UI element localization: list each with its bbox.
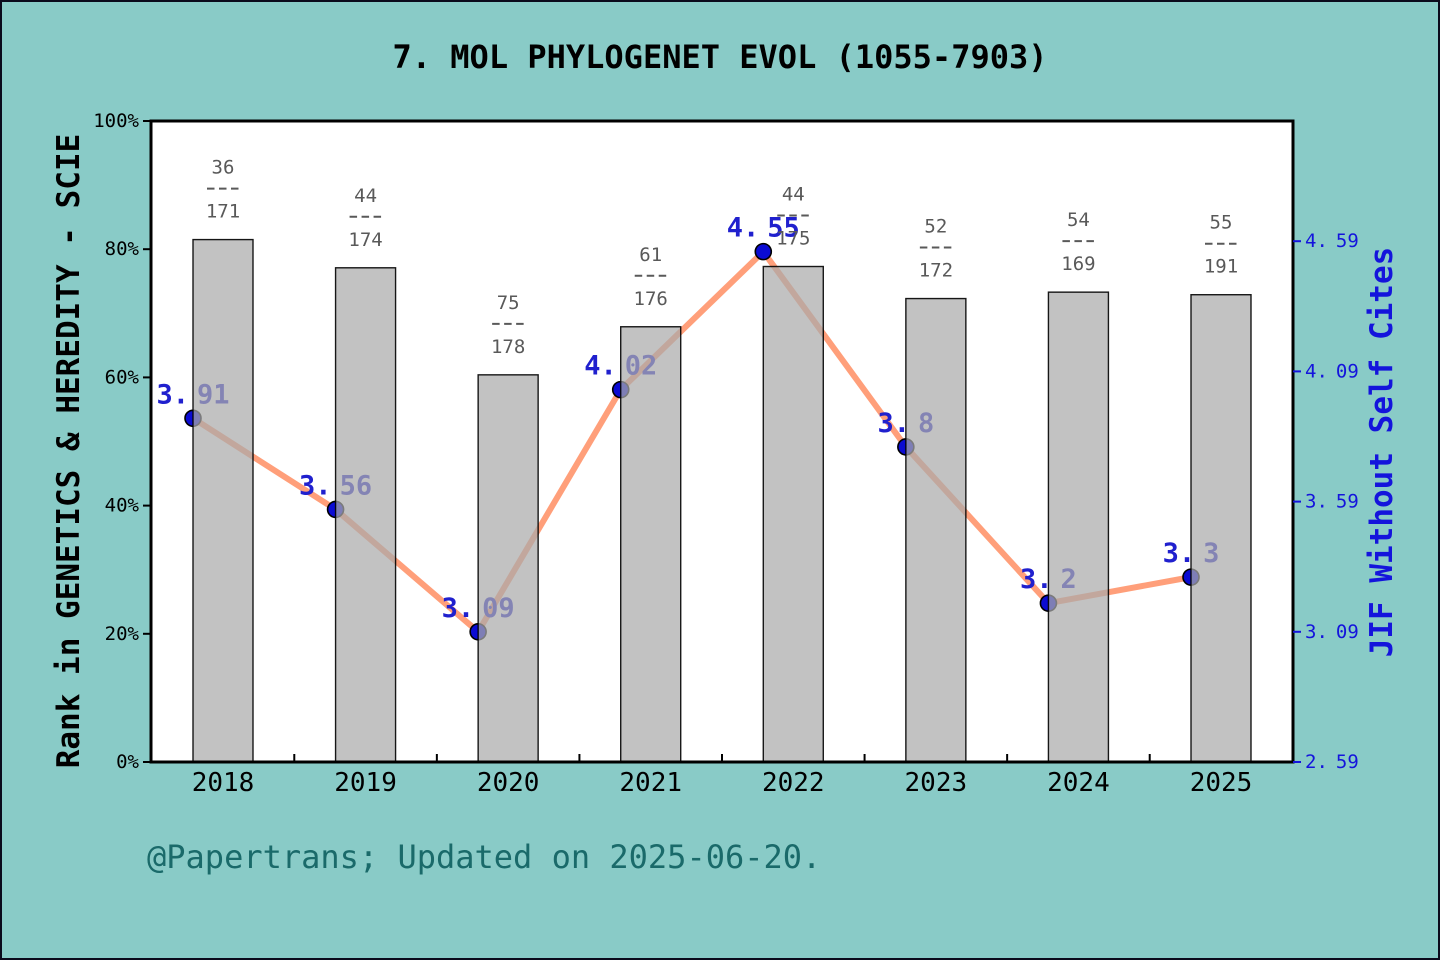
left-tick-label-80: 80% (105, 238, 140, 260)
rank-denominator-2023: 172 (919, 260, 953, 282)
x-tick-label-2023: 2023 (905, 768, 968, 798)
rank-numerator-2022: 44 (782, 184, 805, 206)
rank-denominator-2019: 174 (348, 229, 382, 251)
rank-denominator-2018: 171 (206, 201, 240, 223)
footer-credit: @Papertrans; Updated on 2025-06-20. (147, 838, 822, 876)
rank-bar-2021 (620, 326, 682, 763)
rank-numerator-2021: 61 (639, 244, 662, 266)
right-tick-label-3.09: 3. 09 (1305, 621, 1359, 643)
x-tick-label-2019: 2019 (334, 768, 397, 798)
x-tick-label-2020: 2020 (477, 768, 540, 798)
jif-value-label-2022: 4. 55 (727, 212, 800, 243)
left-tick-label-100: 100% (93, 110, 139, 132)
rank-numerator-2020: 75 (497, 292, 520, 314)
rank-bar-2024 (1047, 291, 1110, 763)
x-tick-label-2025: 2025 (1190, 768, 1253, 798)
rank-numerator-2019: 44 (354, 185, 377, 207)
rank-numerator-2018: 36 (212, 157, 235, 179)
left-tick-label-20: 20% (105, 623, 140, 645)
chart-title: 7. MOL PHYLOGENET EVOL (1055-7903) (392, 38, 1048, 76)
x-tick-label-2018: 2018 (192, 768, 255, 798)
right-tick-label-4.09: 4. 09 (1305, 360, 1359, 382)
right-tick-label-2.59: 2. 59 (1305, 751, 1359, 773)
x-tick-label-2024: 2024 (1047, 768, 1110, 798)
right-tick-label-3.59: 3. 59 (1305, 491, 1359, 513)
rank-bar-2025 (1190, 294, 1252, 763)
rank-numerator-2025: 55 (1210, 212, 1233, 234)
rank-denominator-2022: 175 (776, 228, 810, 250)
plot-border (149, 119, 1295, 764)
rank-numerator-2024: 54 (1067, 209, 1090, 231)
plot-area (151, 121, 1293, 762)
rank-bar-2018 (192, 238, 254, 763)
x-tick-label-2022: 2022 (762, 768, 825, 798)
rank-numerator-2023: 52 (924, 216, 947, 238)
rank-bar-2019 (334, 267, 397, 763)
jif-marker-2022 (754, 242, 773, 261)
left-tick-label-60: 60% (105, 366, 140, 388)
right-tick-label-4.59: 4. 59 (1305, 230, 1359, 252)
rank-bar-2022 (762, 265, 824, 763)
rank-denominator-2021: 176 (634, 288, 668, 310)
rank-denominator-2025: 191 (1204, 256, 1238, 278)
x-tick-label-2021: 2021 (619, 768, 682, 798)
left-tick-label-0: 0% (116, 751, 139, 773)
rank-denominator-2024: 169 (1061, 253, 1095, 275)
rank-denominator-2020: 178 (491, 336, 525, 358)
rank-bar-2023 (905, 297, 967, 763)
left-tick-label-40: 40% (105, 495, 140, 517)
rank-bar-2020 (477, 374, 539, 763)
